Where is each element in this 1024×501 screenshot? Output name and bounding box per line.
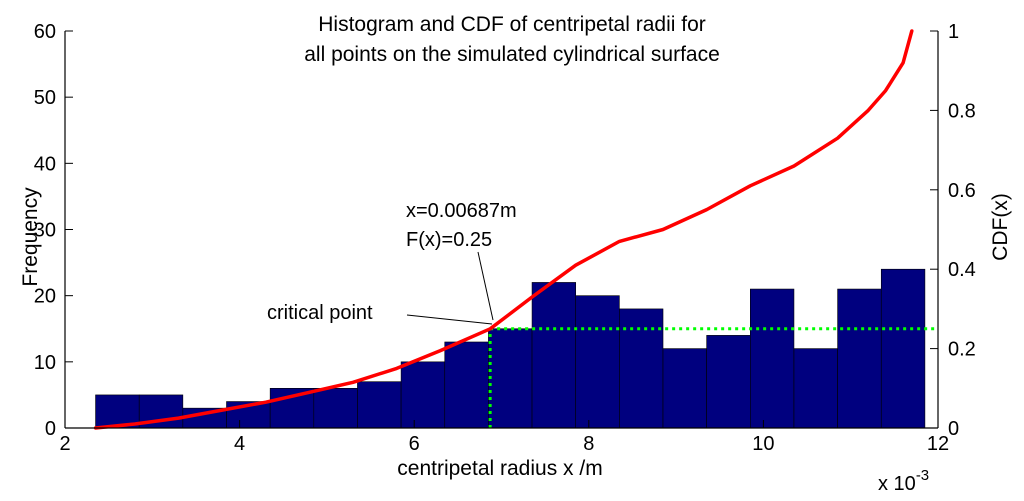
histogram-bars — [95, 268, 926, 429]
critical-point-x-value: x=0.00687m — [406, 200, 517, 222]
histogram-bar — [619, 308, 664, 429]
critical-point-label: critical point — [267, 302, 373, 324]
y-left-tick-label: 10 — [34, 352, 56, 374]
histogram-bar — [880, 268, 926, 429]
y-axis-label-left: Frequency — [19, 187, 42, 287]
histogram-bar — [837, 288, 882, 429]
critical-point-annotation: critical point x=0.00687m F(x)=0.25 — [267, 200, 517, 325]
histogram-bar — [488, 328, 533, 429]
histogram-bar — [531, 282, 577, 429]
chart-title-line-2: all points on the simulated cylindrical … — [304, 43, 720, 66]
y-right-tick-label: 0.6 — [948, 180, 976, 202]
y-right-tick-label: 0 — [948, 418, 959, 440]
histogram-bar — [313, 387, 358, 429]
y-right-tick-label: 0.8 — [948, 100, 976, 122]
histogram-bar — [444, 341, 489, 429]
annotation-arrow-line-upper — [477, 251, 494, 321]
histogram-bar — [662, 348, 707, 429]
y-left-tick-label: 20 — [34, 286, 56, 308]
y-left-tick-label: 40 — [34, 153, 56, 175]
y-left-tick-label: 60 — [34, 21, 56, 43]
y-left-tick-label: 30 — [34, 220, 56, 242]
y-left-tick-label: 50 — [34, 87, 56, 109]
cdf-curve — [93, 29, 914, 430]
x-tick-label: 8 — [583, 433, 594, 455]
annotation-arrow-line-lower — [406, 314, 493, 325]
y-right-tick-label: 0.4 — [948, 259, 976, 281]
y-right-tick-label: 1 — [948, 21, 959, 43]
histogram-bar — [575, 295, 620, 429]
histogram-bar — [400, 361, 446, 429]
y-right-tick-label: 0.2 — [948, 339, 976, 361]
critical-point-f-value: F(x)=0.25 — [406, 229, 492, 251]
x-tick-label: 6 — [409, 433, 420, 455]
chart-title-line-1: Histogram and CDF of centripetal radii f… — [318, 13, 706, 36]
histogram-bar — [357, 381, 402, 429]
histogram-bar — [750, 288, 795, 429]
x-tick-label: 12 — [927, 433, 949, 455]
histogram-bar — [793, 348, 838, 429]
histogram-bar — [706, 335, 751, 429]
x-tick-label: 10 — [752, 433, 774, 455]
x-tick-label: 2 — [59, 433, 70, 455]
histogram-bar — [95, 394, 140, 429]
critical-point-lines — [488, 327, 938, 428]
cdf-curve-layer — [93, 29, 914, 430]
x-axis-label: centripetal radius x /m — [397, 457, 602, 480]
x-multiplier-label: x 10-3 — [878, 467, 929, 495]
x-tick-label: 4 — [234, 433, 245, 455]
y-axis-label-right: CDF(x) — [989, 193, 1012, 261]
y-left-tick-label: 0 — [45, 418, 56, 440]
